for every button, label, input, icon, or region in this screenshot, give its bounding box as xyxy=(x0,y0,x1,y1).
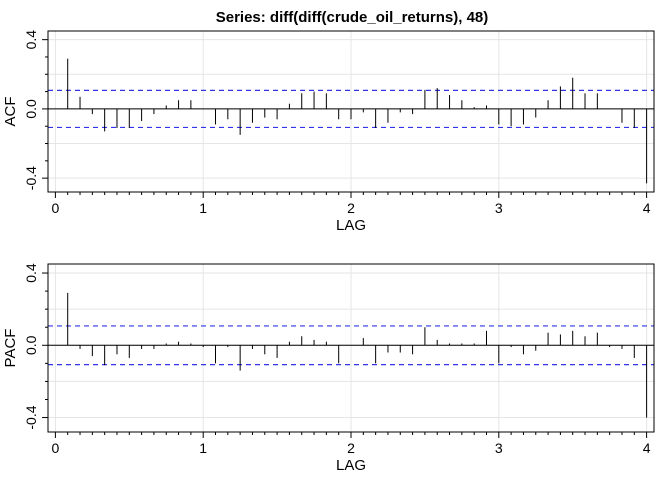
x-tick-label: 0 xyxy=(51,440,59,456)
x-tick-label: 3 xyxy=(495,440,503,456)
pacf-panel: 0 1 2 3 4 -0.4 0.0 0.4 LAG PACF xyxy=(2,263,655,474)
x-tick-label: 2 xyxy=(347,200,355,216)
x-axis-label: LAG xyxy=(336,457,366,474)
x-tick-label: 3 xyxy=(495,200,503,216)
x-tick-label: 2 xyxy=(347,440,355,456)
x-tick-label: 4 xyxy=(643,200,651,216)
y-tick-label: 0.4 xyxy=(23,30,39,50)
y-tick-label: 0.0 xyxy=(23,335,39,355)
x-tick-label: 4 xyxy=(643,440,651,456)
acf-panel: 0 1 2 3 4 -0.4 0.0 0.4 LAG ACF xyxy=(2,30,655,234)
chart-title: Series: diff(diff(crude_oil_returns), 48… xyxy=(216,9,489,26)
x-tick-label: 1 xyxy=(199,440,207,456)
y-tick-label: 0.4 xyxy=(23,263,39,283)
x-tick-label: 1 xyxy=(199,200,207,216)
y-tick-label: 0.0 xyxy=(23,99,39,119)
y-tick-label: -0.4 xyxy=(23,405,39,429)
y-tick-label: -0.4 xyxy=(23,166,39,190)
y-axis-label: PACF xyxy=(2,329,19,368)
x-axis-label: LAG xyxy=(336,217,366,234)
y-axis-label: ACF xyxy=(2,97,19,127)
x-tick-label: 0 xyxy=(51,200,59,216)
